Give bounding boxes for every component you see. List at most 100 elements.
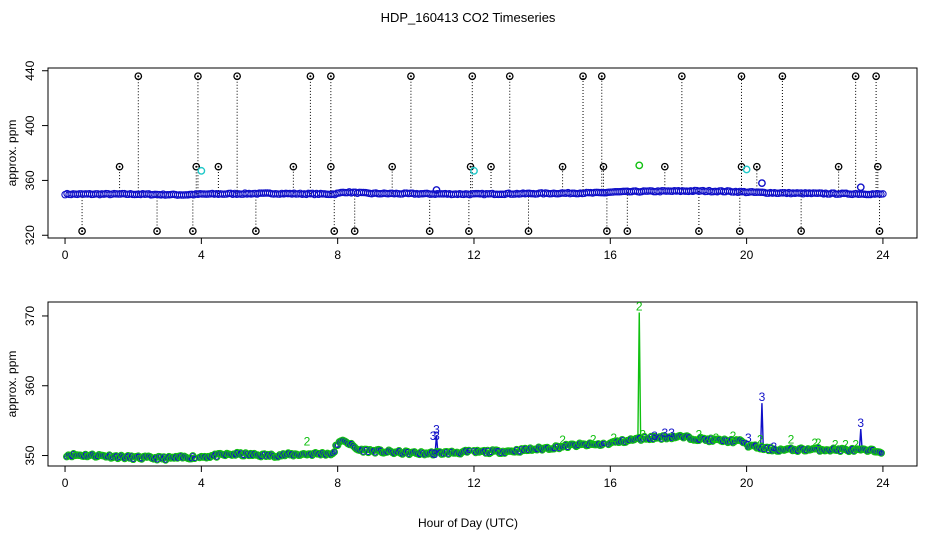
low-spike-point xyxy=(797,227,805,235)
y-tick-label: 370 xyxy=(23,306,37,326)
spike-label: 3 xyxy=(433,422,440,436)
mid-spike-center xyxy=(329,165,332,168)
mid-spike-point xyxy=(487,162,495,171)
high-spike-center xyxy=(196,75,199,78)
high-spike-point xyxy=(306,72,315,81)
mid-spike-point xyxy=(873,162,882,171)
point-label: 2 xyxy=(730,429,737,443)
bottom-plot-frame xyxy=(47,301,918,467)
mid-spike-center xyxy=(292,165,295,168)
mid-spike-center xyxy=(469,165,472,168)
low-spike-point xyxy=(188,227,197,235)
point-label: 3 xyxy=(431,447,438,461)
low-spike-center xyxy=(697,230,700,233)
mid-spike-point xyxy=(115,162,124,171)
point-label: 2 xyxy=(852,437,859,451)
point-label: 3 xyxy=(745,431,752,445)
green-spike xyxy=(637,312,642,439)
low-spike-center xyxy=(605,230,608,233)
point-label: 2 xyxy=(559,433,566,447)
spike-label: 2 xyxy=(636,299,643,313)
green-mark xyxy=(635,161,644,170)
x-tick-label: 4 xyxy=(198,248,205,262)
point-label: 2 xyxy=(590,432,597,446)
high-spike-point xyxy=(851,72,860,81)
low-spike-center xyxy=(353,230,356,233)
point-label: 2 xyxy=(639,428,646,442)
mid-spike-point xyxy=(752,162,761,171)
mid-spike-center xyxy=(755,165,758,168)
high-spike-point xyxy=(233,72,241,81)
low-spike-point xyxy=(735,227,744,235)
low-spike-point xyxy=(465,227,473,235)
x-tick-label: 16 xyxy=(604,476,618,490)
x-tick-label: 8 xyxy=(334,476,341,490)
bottom-x-axis: 0 4 8 12 16 20 24 xyxy=(62,466,890,490)
blue-spike xyxy=(759,403,765,449)
cyan-mark xyxy=(470,166,478,175)
point-label: 2 xyxy=(610,431,617,445)
high-spike-point xyxy=(872,72,880,81)
point-label: 2 xyxy=(696,428,703,442)
low-spike-point xyxy=(252,227,260,235)
top-x-axis: 0 4 8 12 16 20 24 xyxy=(62,238,890,262)
x-tick-label: 8 xyxy=(334,248,341,262)
point-label: 2 xyxy=(757,432,764,446)
x-tick-label: 24 xyxy=(876,476,890,490)
low-spike-point xyxy=(78,227,86,235)
mid-spike-point xyxy=(289,162,298,171)
top-spike-lines xyxy=(81,76,881,232)
high-spike-center xyxy=(582,75,585,78)
low-spike-point xyxy=(425,227,434,235)
low-spike-center xyxy=(626,230,629,233)
point-label: 3 xyxy=(433,429,440,443)
top-y-axis-label: approx. ppm xyxy=(5,120,19,187)
high-spike-point xyxy=(505,72,514,81)
low-spike-center xyxy=(800,230,803,233)
spike-label: 3 xyxy=(857,416,864,430)
point-label: 2 xyxy=(842,437,849,451)
x-tick-label: 0 xyxy=(62,248,69,262)
mid-spike-point xyxy=(214,162,223,171)
low-spike-center xyxy=(191,230,194,233)
point-label: 3 xyxy=(668,426,675,440)
point-label: 2 xyxy=(811,436,818,450)
mid-spike-point xyxy=(192,162,201,171)
point-label: 3 xyxy=(771,440,778,454)
mid-spike-point xyxy=(599,162,608,171)
high-spike-point xyxy=(737,72,746,81)
spike-label: 3 xyxy=(759,390,766,404)
low-spike-center xyxy=(527,230,530,233)
high-spike-center xyxy=(508,75,511,78)
point-label: 2 xyxy=(815,436,822,450)
mid-spike-center xyxy=(195,165,198,168)
mid-spike-point xyxy=(327,162,335,171)
y-tick-label: 350 xyxy=(23,445,37,465)
point-label: 2 xyxy=(788,432,795,446)
top-y-axis: 320 360 400 440 xyxy=(23,60,48,245)
cyan-mark xyxy=(197,166,206,175)
x-tick-label: 24 xyxy=(876,248,890,262)
low-spike-point xyxy=(153,227,161,235)
cyan-mark xyxy=(742,165,751,174)
x-tick-label: 12 xyxy=(467,476,481,490)
high-spike-center xyxy=(854,75,857,78)
low-spike-point xyxy=(875,227,884,235)
low-spike-center xyxy=(156,230,159,233)
mid-spike-center xyxy=(837,165,840,168)
series-point-green xyxy=(739,438,747,447)
series-point-green xyxy=(877,449,885,457)
top-panel: 0 4 8 12 16 20 24 320 360 400 440 approx. ppm xyxy=(5,60,918,262)
mid-spike-point xyxy=(558,162,567,171)
high-spike-center xyxy=(875,75,878,78)
mid-spike-point xyxy=(834,162,843,171)
mid-spike-center xyxy=(602,165,605,168)
high-spike-center xyxy=(309,75,312,78)
high-spike-center xyxy=(600,75,603,78)
high-spike-point xyxy=(597,72,606,81)
point-label: 2 xyxy=(832,437,839,451)
high-spike-center xyxy=(236,75,239,78)
high-spike-point xyxy=(579,72,587,81)
